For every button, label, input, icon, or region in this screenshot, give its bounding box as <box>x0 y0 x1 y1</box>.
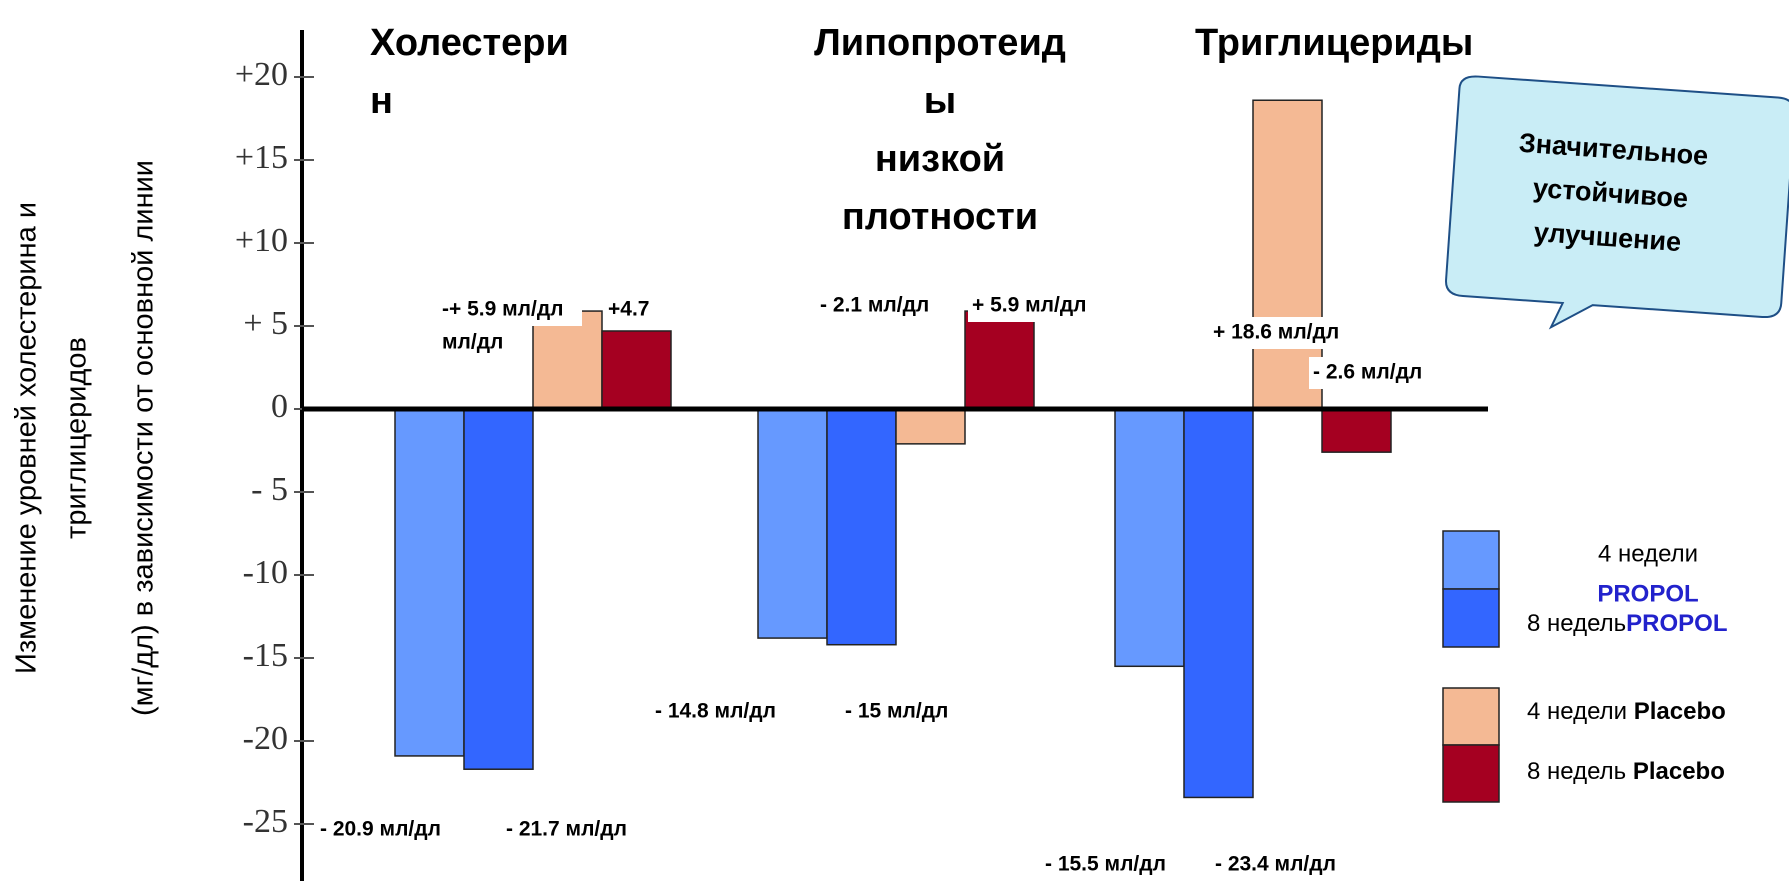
bar <box>1183 408 1254 799</box>
y-tick-label: +10 <box>235 222 288 259</box>
bar <box>1114 408 1185 668</box>
legend-label: 8 недель Placebo <box>1527 758 1725 785</box>
category-title: Триглицериды <box>1195 22 1473 64</box>
y-tick-label: -10 <box>243 554 288 591</box>
bar <box>532 310 603 410</box>
category-title: ы <box>924 80 956 122</box>
data-label: -+ 5.9 мл/дл <box>442 298 564 321</box>
data-label: - 21.7 мл/дл <box>506 818 627 841</box>
data-label-bg <box>816 290 948 322</box>
data-label: + 18.6 мл/дл <box>1213 321 1339 344</box>
y-tick-label: - 5 <box>251 471 288 508</box>
data-label-bg <box>502 814 646 846</box>
data-label: + 5.9 мл/дл <box>972 294 1087 317</box>
data-label-bg <box>604 294 652 326</box>
data-label: - 15 мл/дл <box>845 700 948 723</box>
legend-swatch <box>1442 687 1500 746</box>
bar <box>1321 408 1392 453</box>
y-tick-label: +15 <box>235 139 288 176</box>
bar <box>826 408 897 646</box>
y-axis-label-line: Изменение уровней холестерина и <box>11 202 43 674</box>
data-label: +4.7 <box>608 298 649 321</box>
legend-label: PROPOL <box>1597 580 1698 607</box>
y-axis-label-line: (мг/дл) в зависимости от основной линии <box>128 160 160 716</box>
callout-bubble <box>1445 75 1789 330</box>
data-label-bg <box>316 814 460 846</box>
data-label: - 23.4 мл/дл <box>1215 853 1336 876</box>
y-axis-label-line: триглицеридов <box>61 337 93 539</box>
bar <box>601 330 672 410</box>
category-title: Липопротеид <box>814 22 1066 64</box>
y-tick-label: 0 <box>271 388 288 425</box>
data-label: - 2.1 мл/дл <box>820 294 929 317</box>
data-label: - 2.6 мл/дл <box>1313 361 1422 384</box>
data-label: мл/дл <box>442 331 503 354</box>
data-label-bg <box>968 290 1100 322</box>
bar <box>964 310 1035 410</box>
legend-label: 8 недельPROPOL <box>1527 610 1728 637</box>
data-label-bg <box>651 696 795 728</box>
data-label: - 15.5 мл/дл <box>1045 853 1166 876</box>
bar <box>463 408 534 770</box>
data-label: - 20.9 мл/дл <box>320 818 441 841</box>
legend-swatch <box>1442 530 1500 590</box>
bar <box>895 408 966 445</box>
data-label-bg <box>841 696 961 728</box>
data-label: - 14.8 мл/дл <box>655 700 776 723</box>
category-title: низкой <box>875 138 1005 180</box>
y-tick-label: -15 <box>243 637 288 674</box>
data-label-bg <box>1211 849 1355 881</box>
y-tick-label: -25 <box>243 803 288 840</box>
legend-swatch <box>1442 744 1500 803</box>
legend-swatch <box>1442 588 1500 648</box>
category-title: Холестери <box>370 22 569 64</box>
category-title: н <box>370 80 393 122</box>
bar <box>757 408 828 639</box>
y-tick-label: -20 <box>243 720 288 757</box>
legend-label: 4 недели <box>1598 540 1698 567</box>
data-label-bg <box>1041 849 1185 881</box>
legend-label: 4 недели Placebo <box>1527 698 1726 725</box>
data-label-bg <box>1209 317 1353 349</box>
data-label-bg <box>438 294 582 326</box>
data-label-bg <box>1309 357 1441 389</box>
bar <box>394 408 465 757</box>
category-title: плотности <box>842 196 1038 238</box>
y-tick-label: +20 <box>235 56 288 93</box>
data-label-bg <box>438 327 498 359</box>
y-tick-label: + 5 <box>243 305 288 342</box>
